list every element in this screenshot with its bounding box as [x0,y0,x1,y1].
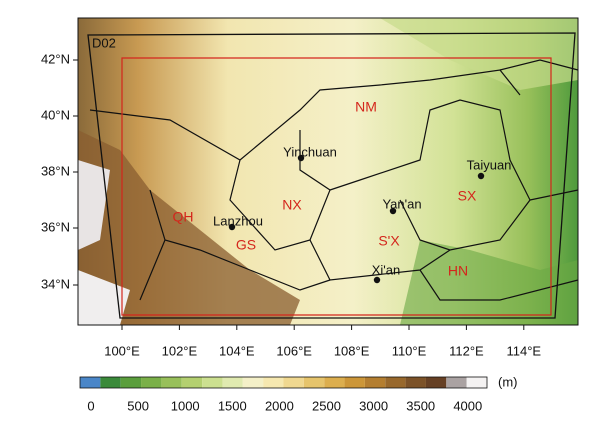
region-label: QH [173,209,194,225]
lon-label: 114°E [506,343,541,358]
city-label: Taiyuan [467,157,512,172]
colorbar-tick-label: 1500 [218,398,247,413]
lat-label: 42°N [41,51,70,66]
city-label: Lanzhou [213,213,263,228]
colorbar-swatch [364,377,386,388]
map-area: D02 [77,17,579,326]
lat-label: 38°N [41,163,70,178]
city-marker [297,154,305,162]
plain [380,18,578,90]
colorbar-swatch [242,377,264,388]
colorbar-swatch [466,377,487,388]
colorbar-tick-label: 2500 [312,398,341,413]
lon-label: 104°E [219,343,255,358]
region-label: GS [236,237,256,253]
lat-label: 36°N [41,219,70,234]
snow [78,270,130,325]
colorbar: (m) 0 500 1000 1500 2000 2500 3000 3500 4000 [79,374,518,413]
colorbar-swatch [446,377,467,388]
colorbar-swatch [202,377,223,388]
lon-label: 100°E [104,343,140,358]
region-label: NX [282,197,302,213]
colorbar-tick-label: 500 [127,398,149,413]
colorbar-swatch [324,377,345,388]
lon-label: 110°E [392,343,427,358]
lat-label: 34°N [41,276,70,291]
city-marker [228,223,236,231]
region-label: NM [355,99,377,115]
colorbar-tick-label: 2000 [265,398,294,413]
city-label: Xi'an [372,262,401,277]
city-label: Yan'an [382,196,421,211]
colorbar-swatch [303,377,325,388]
colorbar-tick-label: 3000 [359,398,388,413]
colorbar-frame [79,376,488,389]
province-border [309,239,579,301]
region-label: HN [448,263,468,279]
colorbar-swatch [385,377,406,388]
colorbar-swatch [405,377,426,388]
study-area [121,57,552,316]
colorbar-swatch [120,377,142,388]
city-label: Yinchuan [283,144,337,159]
colorbar-swatch [425,377,447,388]
colorbar-swatch [222,377,243,388]
lowland [400,240,578,325]
lat-label: 40°N [41,107,70,122]
colorbar-tick-label: 3500 [406,398,435,413]
highland [78,130,300,325]
domain-boundary [87,32,576,319]
city-marker [373,276,381,284]
domain-label: D02 [92,35,116,50]
colorbar-swatch [344,377,365,388]
lon-label: 108°E [334,343,370,358]
colorbar-tick-label: 1000 [171,398,200,413]
lon-label: 102°E [162,343,198,358]
province-border [499,59,579,201]
colorbar-swatch [181,377,203,388]
colorbar-tick-label: 0 [87,398,94,413]
province-border [329,99,531,251]
colorbar-swatch [161,377,182,388]
region-label: S'X [378,233,400,249]
lon-label: 112°E [449,343,484,358]
colorbar-swatch [263,377,284,388]
city-marker [477,172,485,180]
province-border [89,69,521,161]
province-border [139,189,331,301]
city-marker [389,207,397,215]
colorbar-swatch [80,377,101,388]
colorbar-swatch [141,377,162,388]
colorbar-swatch [100,377,121,388]
lon-label: 106°E [276,343,312,358]
colorbar-unit: (m) [498,374,518,389]
colorbar-tick-label: 4000 [453,398,482,413]
colorbar-swatch [283,377,304,388]
region-label: SX [458,188,477,204]
snow [78,160,110,250]
